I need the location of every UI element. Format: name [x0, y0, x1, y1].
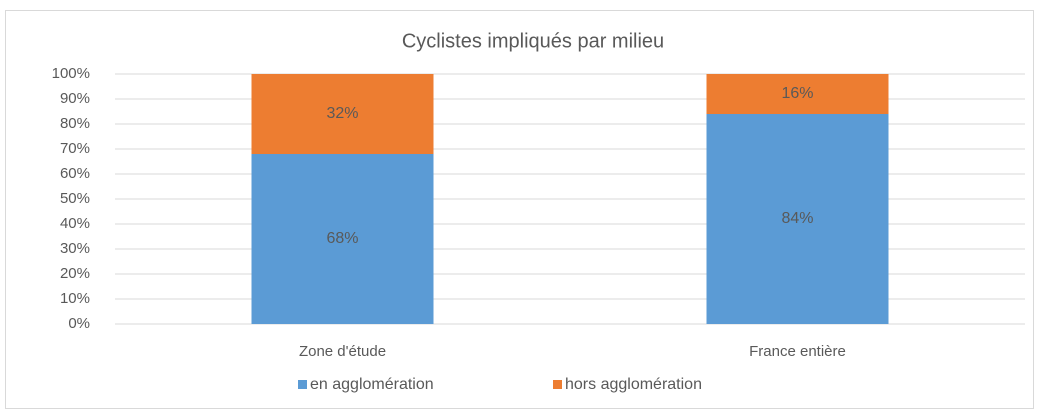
bar-segment: [251, 74, 434, 154]
y-tick-label: 20%: [60, 265, 90, 282]
y-tick-label: 100%: [52, 65, 90, 82]
x-tick-label: France entière: [749, 343, 846, 360]
bar-segment: [251, 154, 434, 324]
y-tick-label: 70%: [60, 140, 90, 157]
bar-segment: [706, 74, 889, 114]
x-tick-label: Zone d'étude: [299, 343, 386, 360]
y-tick-label: 90%: [60, 90, 90, 107]
chart-title: Cyclistes impliqués par milieu: [402, 30, 664, 52]
data-label: 84%: [781, 210, 813, 227]
y-tick-label: 80%: [60, 115, 90, 132]
y-tick-label: 30%: [60, 240, 90, 257]
legend-label: hors agglomération: [565, 376, 702, 393]
data-label: 68%: [326, 230, 358, 247]
legend-swatch: [298, 380, 307, 389]
data-label: 16%: [781, 85, 813, 102]
y-tick-label: 50%: [60, 190, 90, 207]
y-tick-label: 60%: [60, 165, 90, 182]
y-tick-label: 40%: [60, 215, 90, 232]
bar-segment: [706, 114, 889, 324]
y-tick-label: 10%: [60, 290, 90, 307]
legend-swatch: [553, 380, 562, 389]
legend-label: en agglomération: [310, 376, 434, 393]
data-label: 32%: [326, 105, 358, 122]
y-tick-label: 0%: [68, 315, 90, 332]
